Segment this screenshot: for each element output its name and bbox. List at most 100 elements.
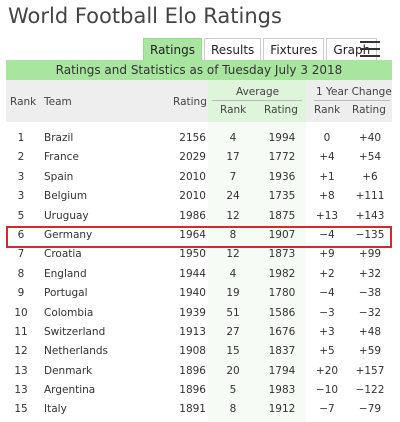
cell-average-rating: 1875 bbox=[268, 209, 296, 222]
cell-team[interactable]: England bbox=[44, 267, 87, 280]
cell-change-rating: −38 bbox=[358, 287, 382, 300]
cell-rank: 8 bbox=[17, 267, 25, 280]
cell-change-rating: +40 bbox=[358, 132, 382, 144]
table-row[interactable]: 11 Switzerland 1913 27 1676 +3 +48 bbox=[6, 324, 392, 343]
cell-rating: 1964 bbox=[179, 228, 206, 241]
table-row[interactable]: 7 Croatia 1950 12 1873 +9 +99 bbox=[6, 246, 392, 265]
hamburger-menu-icon[interactable] bbox=[360, 41, 380, 57]
menu-bar bbox=[360, 41, 380, 43]
cell-change-rank: −4 bbox=[319, 287, 335, 300]
cell-team[interactable]: France bbox=[44, 151, 79, 164]
cell-average-rating: 1983 bbox=[268, 384, 296, 397]
cell-team[interactable]: Italy bbox=[44, 403, 67, 416]
cell-average-rank: 24 bbox=[226, 190, 240, 203]
average-column-shade bbox=[208, 122, 306, 422]
cell-team[interactable]: Brazil bbox=[44, 132, 74, 144]
cell-change-rating: +143 bbox=[355, 209, 385, 222]
table-row[interactable]: 3 Spain 2010 7 1936 +1 +6 bbox=[6, 169, 392, 188]
cell-change-rank: +4 bbox=[319, 151, 335, 164]
cell-average-rank: 4 bbox=[229, 267, 237, 280]
table-row[interactable]: 12 Netherlands 1908 15 1837 +5 +59 bbox=[6, 343, 392, 362]
cell-team[interactable]: Denmark bbox=[44, 364, 93, 377]
cell-average-rating: 1772 bbox=[268, 151, 296, 164]
cell-average-rating: 1907 bbox=[268, 228, 296, 241]
cell-average-rank: 5 bbox=[229, 384, 237, 397]
table-row[interactable]: 9 Portugal 1940 19 1780 −4 −38 bbox=[6, 285, 392, 304]
cell-change-rating: +111 bbox=[355, 190, 385, 203]
cell-rank: 10 bbox=[14, 306, 28, 319]
cell-average-rank: 12 bbox=[226, 248, 240, 261]
cell-change-rating: −135 bbox=[355, 228, 385, 241]
cell-average-rating: 1873 bbox=[268, 248, 296, 261]
cell-rating: 2010 bbox=[179, 190, 206, 203]
cell-rank: 7 bbox=[17, 248, 25, 261]
cell-change-rating: +99 bbox=[358, 248, 382, 261]
cell-average-rating: 1780 bbox=[268, 287, 296, 300]
divider bbox=[314, 100, 390, 101]
cell-change-rating: +48 bbox=[358, 325, 382, 338]
table-row[interactable]: 10 Colombia 1939 51 1586 −3 −32 bbox=[6, 305, 392, 324]
table-row[interactable]: 5 Uruguay 1986 12 1875 +13 +143 bbox=[6, 208, 392, 227]
cell-rating: 1944 bbox=[179, 267, 206, 280]
cell-rating: 1940 bbox=[179, 287, 206, 300]
cell-rank: 2 bbox=[17, 151, 25, 164]
cell-change-rating: +32 bbox=[358, 267, 382, 280]
header-change: 1 Year Change bbox=[316, 86, 392, 98]
tab-ratings[interactable]: Ratings bbox=[143, 38, 202, 60]
cell-average-rank: 27 bbox=[226, 325, 240, 338]
cell-change-rank: +8 bbox=[319, 190, 335, 203]
tab-results[interactable]: Results bbox=[203, 38, 262, 60]
cell-rank: 11 bbox=[14, 325, 28, 338]
table-row[interactable]: 13 Argentina 1896 5 1983 −10 −122 bbox=[6, 382, 392, 401]
header-team: Team bbox=[44, 96, 72, 108]
cell-average-rank: 8 bbox=[229, 228, 237, 241]
cell-change-rank: +20 bbox=[315, 364, 339, 377]
cell-average-rank: 12 bbox=[226, 209, 240, 222]
cell-average-rating: 1586 bbox=[268, 306, 296, 319]
cell-average-rating: 1735 bbox=[268, 190, 296, 203]
cell-team[interactable]: Spain bbox=[44, 170, 74, 183]
table-row-highlighted[interactable]: 6 Germany 1964 8 1907 −4 −135 bbox=[6, 227, 392, 246]
cell-team[interactable]: Belgium bbox=[44, 190, 88, 203]
header-average-group: Average Rank Rating bbox=[208, 80, 306, 122]
cell-change-rank: +5 bbox=[319, 345, 335, 358]
cell-rating: 1891 bbox=[179, 403, 206, 416]
table-row[interactable]: 15 Italy 1891 8 1912 −7 −79 bbox=[6, 401, 392, 420]
cell-team[interactable]: Colombia bbox=[44, 306, 94, 319]
cell-change-rank: −3 bbox=[319, 306, 335, 319]
cell-team[interactable]: Argentina bbox=[44, 384, 96, 397]
cell-team[interactable]: Portugal bbox=[44, 287, 88, 300]
header-average-rank: Rank bbox=[220, 104, 247, 116]
cell-change-rank: +13 bbox=[315, 209, 339, 222]
cell-average-rating: 1794 bbox=[268, 364, 296, 377]
cell-team[interactable]: Netherlands bbox=[44, 345, 109, 358]
cell-team[interactable]: Germany bbox=[44, 228, 93, 241]
header-average: Average bbox=[236, 86, 280, 98]
table-row[interactable]: 1 Brazil 2156 4 1994 0 +40 bbox=[6, 130, 392, 149]
table-row[interactable]: 2 France 2029 17 1772 +4 +54 bbox=[6, 149, 392, 168]
ratings-date-banner: Ratings and Statistics as of Tuesday Jul… bbox=[6, 60, 392, 80]
ratings-table-body: 1 Brazil 2156 4 1994 0 +40 2 France 2029… bbox=[6, 130, 392, 421]
cell-team[interactable]: Croatia bbox=[44, 248, 82, 261]
cell-average-rating: 1837 bbox=[268, 345, 296, 358]
table-row[interactable]: 8 England 1944 4 1982 +2 +32 bbox=[6, 266, 392, 285]
cell-average-rank: 15 bbox=[226, 345, 240, 358]
cell-average-rank: 19 bbox=[226, 287, 240, 300]
cell-change-rating: −122 bbox=[355, 384, 385, 397]
tab-fixtures[interactable]: Fixtures bbox=[263, 38, 325, 60]
table-row[interactable]: 3 Belgium 2010 24 1735 +8 +111 bbox=[6, 188, 392, 207]
cell-rating: 1939 bbox=[179, 306, 206, 319]
cell-average-rank: 8 bbox=[229, 403, 237, 416]
cell-team[interactable]: Uruguay bbox=[44, 209, 89, 222]
cell-team[interactable]: Switzerland bbox=[44, 325, 106, 338]
cell-rank: 6 bbox=[17, 228, 25, 241]
cell-change-rank: −4 bbox=[319, 228, 335, 241]
cell-change-rank: +2 bbox=[319, 267, 335, 280]
cell-rating: 1896 bbox=[179, 384, 206, 397]
cell-rating: 1913 bbox=[179, 325, 206, 338]
cell-average-rating: 1676 bbox=[268, 325, 296, 338]
table-row[interactable]: 13 Denmark 1896 20 1794 +20 +157 bbox=[6, 363, 392, 382]
header-change-rank: Rank bbox=[314, 104, 341, 116]
cell-average-rating: 1982 bbox=[268, 267, 296, 280]
cell-rank: 1 bbox=[17, 132, 25, 144]
